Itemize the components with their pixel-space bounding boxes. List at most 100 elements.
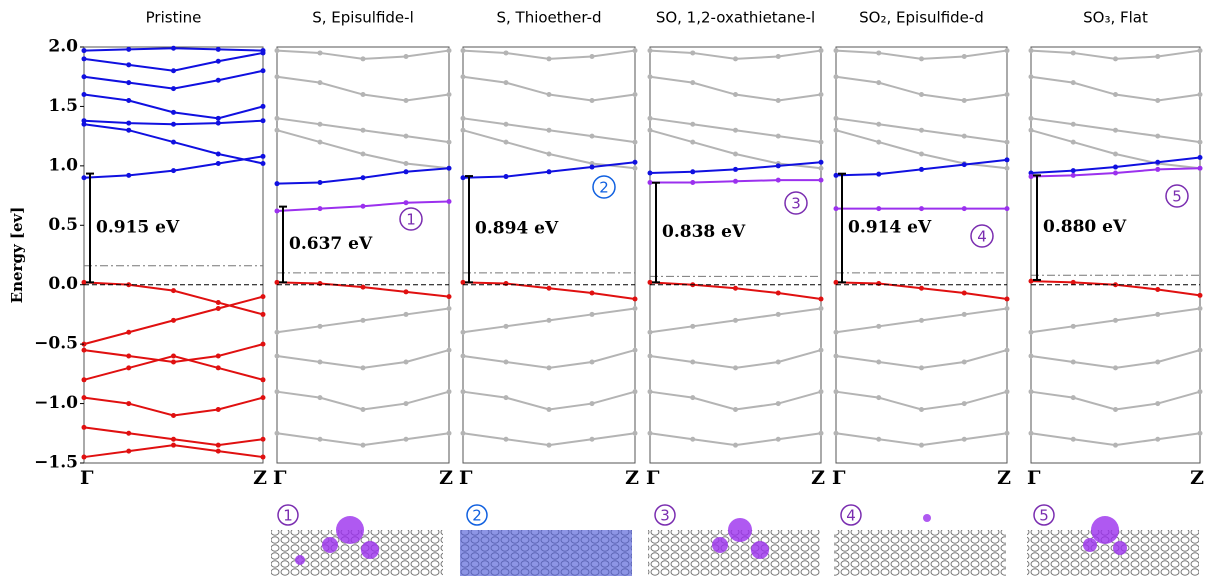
band-point xyxy=(1071,80,1076,85)
band-point xyxy=(261,312,266,317)
band-point xyxy=(876,80,881,85)
band-point xyxy=(82,280,87,285)
band-point xyxy=(1198,431,1203,436)
x-tick-label: Z xyxy=(253,467,267,489)
band-point xyxy=(962,134,967,139)
x-tick-label: Γ xyxy=(832,467,846,489)
band-point xyxy=(1071,122,1076,127)
band-point xyxy=(919,206,924,211)
band-point xyxy=(547,286,552,291)
band-point xyxy=(962,206,967,211)
nanotube-overlay xyxy=(460,530,632,576)
band-point xyxy=(82,56,87,61)
band-point xyxy=(171,140,176,145)
band-point xyxy=(733,407,738,412)
band-point xyxy=(1071,437,1076,442)
band-point xyxy=(1155,401,1160,406)
band-point xyxy=(919,128,924,133)
band-point xyxy=(171,168,176,173)
band-point xyxy=(648,389,653,394)
density-blob xyxy=(322,537,338,553)
band-point xyxy=(834,74,839,79)
band-point xyxy=(261,104,266,109)
band-point xyxy=(461,431,466,436)
band-point xyxy=(504,395,509,400)
band-point xyxy=(1113,407,1118,412)
band-point xyxy=(776,359,781,364)
structure-marker-label: 4 xyxy=(846,507,856,525)
band-point xyxy=(1198,140,1203,145)
band-point xyxy=(1029,74,1034,79)
band-point xyxy=(447,431,452,436)
band-point xyxy=(919,443,924,448)
band-point xyxy=(690,122,695,127)
x-tick-label: Γ xyxy=(646,467,660,489)
band-point xyxy=(633,389,638,394)
band-point xyxy=(648,354,653,359)
band-point xyxy=(819,348,824,353)
band-point xyxy=(547,365,552,370)
band-point xyxy=(275,209,280,214)
y-axis-label: Energy [ev] xyxy=(8,207,26,304)
band-point xyxy=(318,206,323,211)
y-tick-label: 1.5 xyxy=(48,96,78,116)
x-tick-label: Γ xyxy=(459,467,473,489)
band-point xyxy=(1113,92,1118,97)
band-point xyxy=(876,359,881,364)
band-point xyxy=(447,306,452,311)
band-point xyxy=(361,204,366,209)
band-point xyxy=(447,348,452,353)
band-point xyxy=(216,443,221,448)
band-point xyxy=(404,289,409,294)
band-point xyxy=(547,443,552,448)
band-point xyxy=(275,280,280,285)
band-point xyxy=(461,74,466,79)
band-point xyxy=(962,312,967,317)
band-point xyxy=(962,401,967,406)
x-tick-label: Γ xyxy=(80,467,94,489)
band-point xyxy=(1198,389,1203,394)
band-point xyxy=(261,154,266,159)
band-point xyxy=(919,407,924,412)
band-point xyxy=(733,286,738,291)
band-point xyxy=(126,80,131,85)
band-point xyxy=(504,122,509,127)
band-point xyxy=(876,395,881,400)
band-point xyxy=(819,140,824,145)
band-point xyxy=(361,151,366,156)
band-point xyxy=(261,455,266,460)
plot-area xyxy=(277,47,449,463)
band-point xyxy=(461,354,466,359)
band-point xyxy=(126,173,131,178)
band-point xyxy=(461,280,466,285)
band-point xyxy=(404,401,409,406)
band-point xyxy=(404,161,409,166)
density-blob xyxy=(751,541,769,559)
band-point xyxy=(633,140,638,145)
band-point xyxy=(919,151,924,156)
band-point xyxy=(361,407,366,412)
band-point xyxy=(819,178,824,183)
band-point xyxy=(1198,348,1203,353)
state-marker-label: 4 xyxy=(977,228,987,246)
band-point xyxy=(261,395,266,400)
density-blob xyxy=(728,518,752,542)
band-point xyxy=(1029,128,1034,133)
band-point xyxy=(776,437,781,442)
plot-area xyxy=(836,47,1007,463)
band-point xyxy=(318,395,323,400)
band-point xyxy=(447,389,452,394)
band-point xyxy=(1071,280,1076,285)
band-point xyxy=(361,318,366,323)
y-tick-label: 2.0 xyxy=(48,37,78,57)
band-point xyxy=(633,431,638,436)
band-point xyxy=(1113,165,1118,170)
band-point xyxy=(590,312,595,317)
band-point xyxy=(962,291,967,296)
band-point xyxy=(834,330,839,335)
band-point xyxy=(275,74,280,79)
band-point xyxy=(447,92,452,97)
band-point xyxy=(216,47,221,52)
band-point xyxy=(261,68,266,73)
state-marker-label: 2 xyxy=(599,179,609,197)
